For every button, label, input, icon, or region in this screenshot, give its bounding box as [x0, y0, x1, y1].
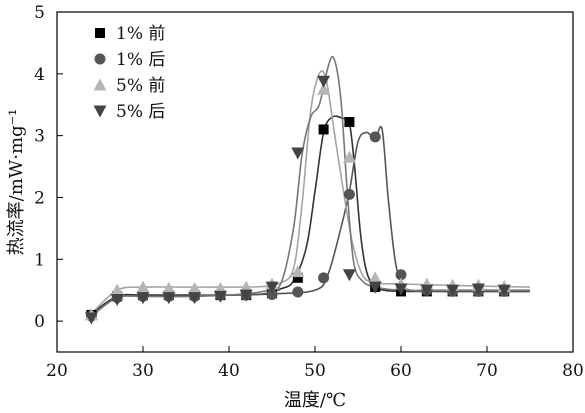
y-axis-title: 热流率/mW·mg⁻¹: [6, 109, 27, 256]
x-tick-label: 80: [562, 361, 584, 381]
series-4-point: [265, 281, 279, 294]
x-axis-title: 温度/℃: [284, 390, 346, 411]
legend-marker-2: [94, 53, 106, 65]
series-2-point: [292, 286, 304, 298]
y-tick-label: 4: [34, 65, 45, 85]
series-2-point: [266, 289, 278, 301]
series-3-point: [239, 280, 253, 293]
y-tick-label: 2: [34, 188, 45, 208]
x-tick-label: 20: [46, 361, 68, 381]
series-2-point: [369, 131, 381, 143]
series-2-point: [343, 188, 355, 200]
legend-marker-4: [93, 105, 107, 118]
x-tick-label: 70: [476, 361, 498, 381]
series-3-point: [368, 271, 382, 284]
y-tick-label: 1: [34, 250, 45, 270]
series-4-point: [317, 75, 331, 88]
x-tick-label: 50: [304, 361, 326, 381]
series-4-point: [110, 293, 124, 306]
series-3-point: [136, 280, 150, 293]
series-1-point: [292, 272, 303, 283]
series-1-point: [344, 117, 355, 128]
series-2-point: [395, 269, 407, 281]
series-3-point: [162, 281, 176, 294]
series-3-point: [213, 281, 227, 294]
series-4-point: [162, 292, 176, 305]
series-4-point: [291, 147, 305, 160]
series-4-point: [394, 283, 408, 296]
series-1-point: [318, 124, 329, 135]
series-4-point: [420, 284, 434, 297]
legend-label-4: 5% 后: [116, 102, 165, 122]
ticks: 20 30 40 50 60 70 80 0 1 2 3 4 5: [34, 3, 584, 381]
series-4-point: [84, 312, 98, 325]
series-2-point: [318, 272, 330, 284]
x-tick-label: 40: [218, 361, 240, 381]
series-4-point: [446, 284, 460, 297]
series-4-point: [471, 283, 485, 296]
series-3-point: [317, 82, 331, 95]
legend-label-1: 1% 前: [116, 24, 165, 44]
legend-marker-3: [93, 78, 107, 91]
series-4-point: [136, 292, 150, 305]
y-tick-label: 3: [34, 127, 45, 147]
y-tick-label: 5: [34, 3, 45, 23]
x-tick-label: 30: [132, 361, 154, 381]
series-markers: [84, 75, 511, 325]
legend-label-3: 5% 前: [116, 76, 165, 96]
series-4-point: [497, 284, 511, 297]
legend-label-2: 1% 后: [116, 50, 165, 70]
series-4-point: [188, 292, 202, 305]
series-4-point: [239, 289, 253, 302]
legend: 1% 前 1% 后 5% 前 5% 后: [93, 24, 165, 122]
series-4-point: [368, 281, 382, 294]
legend-marker-1: [95, 28, 105, 38]
y-tick-label: 0: [34, 312, 45, 332]
series-3-point: [291, 265, 305, 278]
series-4-point: [342, 269, 356, 282]
series-4-point: [213, 290, 227, 303]
series-line-1: [90, 115, 530, 315]
series-3-point: [188, 281, 202, 294]
x-tick-label: 60: [390, 361, 412, 381]
series-3-point: [342, 150, 356, 163]
series-3-point: [110, 283, 124, 296]
